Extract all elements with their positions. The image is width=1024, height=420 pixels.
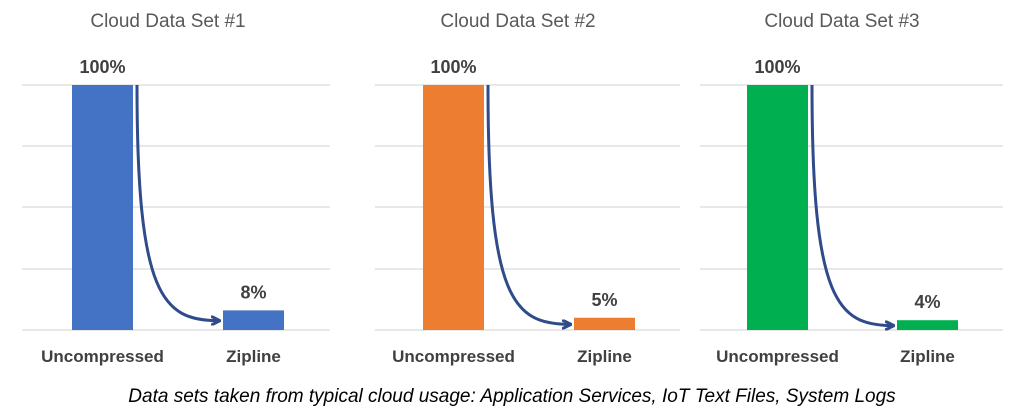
tick-label: Zipline: [226, 347, 281, 366]
data-label: 100%: [754, 57, 800, 77]
decline-arrow: [810, 84, 893, 326]
bar-zipline: [574, 317, 635, 330]
bar-uncompressed: [72, 85, 133, 330]
tick-label: Zipline: [900, 347, 955, 366]
data-label: 4%: [914, 292, 940, 312]
data-label: 100%: [430, 57, 476, 77]
data-label: 8%: [240, 282, 266, 302]
data-label: 5%: [591, 290, 617, 310]
tick-label: Uncompressed: [716, 347, 839, 366]
data-label: 100%: [79, 57, 125, 77]
chart-panel-3: Cloud Data Set #3 100% Uncompressed 4% Zipli…: [700, 11, 1003, 366]
bar-zipline: [897, 320, 958, 330]
tick-label: Uncompressed: [41, 347, 164, 366]
footnote: Data sets taken from typical cloud usage…: [128, 386, 896, 407]
tick-label: Uncompressed: [392, 347, 515, 366]
bar-zipline: [223, 310, 284, 330]
chart-panel-1: Cloud Data Set #1 100% Uncompressed 8% Zipli…: [22, 11, 330, 366]
decline-arrow: [135, 84, 219, 321]
chart-panel-2: Cloud Data Set #2 100% Uncompressed 5% Zipli…: [375, 11, 680, 366]
bar-uncompressed: [423, 85, 484, 330]
decline-arrow: [486, 84, 570, 324]
bar-uncompressed: [747, 85, 808, 330]
chart-title: Cloud Data Set #3: [764, 11, 919, 32]
chart-title: Cloud Data Set #2: [440, 11, 595, 32]
tick-label: Zipline: [577, 347, 632, 366]
chart-title: Cloud Data Set #1: [90, 11, 245, 32]
